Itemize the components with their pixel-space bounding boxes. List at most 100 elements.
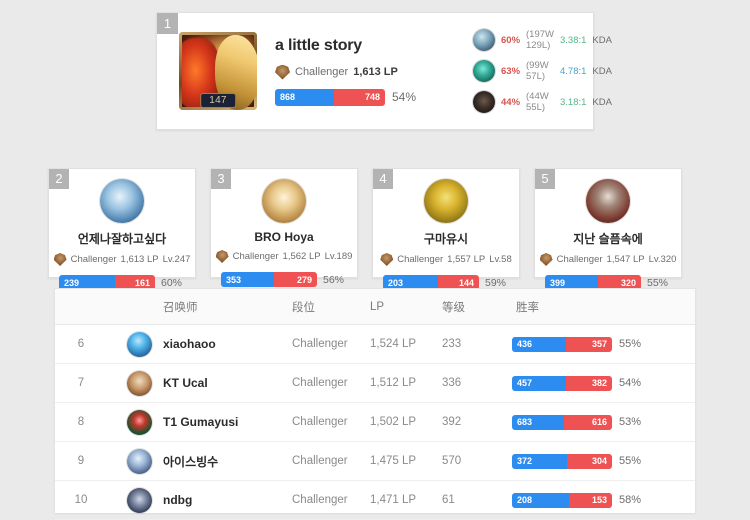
header-winrate[interactable]: 胜率	[516, 301, 539, 314]
table-row[interactable]: 10 ndbg Challenger 1,471 LP 61 208 153 5…	[55, 481, 695, 520]
rank-1-hero-card[interactable]: 1 147 a little story Challenger 1,613 LP…	[156, 12, 612, 130]
winloss-bar: 239 161	[59, 275, 155, 290]
champion-record: (44W 55L)	[526, 91, 549, 113]
summoner-name: T1 Gumayusi	[163, 415, 239, 429]
row-lp: 1,512 LP	[370, 377, 417, 389]
losses-segment: 161	[115, 275, 155, 290]
rank-badge: 3	[211, 169, 231, 189]
row-summoner[interactable]: ndbg	[107, 487, 292, 513]
lp-value: 1,557 LP	[447, 254, 486, 265]
summoner-name: ndbg	[163, 493, 193, 507]
tier-line: Challenger 1,613 LP	[275, 64, 445, 80]
champion-row[interactable]: 44% (44W 55L) 3.18:1 KDA	[473, 91, 612, 113]
level-value: Lv.58	[489, 254, 512, 265]
row-tier: Challenger	[292, 494, 348, 506]
champion-row[interactable]: 60% (197W 129L) 3.38:1 KDA	[473, 29, 612, 51]
row-winrate: 372 304 55%	[512, 453, 695, 469]
winrate-value: 54%	[392, 90, 417, 104]
avatar[interactable]	[262, 179, 306, 223]
winrate-value: 53%	[619, 416, 642, 428]
champion-row[interactable]: 63% (99W 57L) 4.78:1 KDA	[473, 60, 612, 82]
row-tier: Challenger	[292, 416, 348, 428]
tier-label: Challenger	[295, 66, 349, 78]
winloss-bar: 208 153	[512, 492, 612, 508]
avatar	[127, 370, 152, 396]
summoner-name[interactable]: 지난 슬픔속에	[573, 232, 643, 246]
tier-label: Challenger	[556, 254, 603, 265]
wins-segment: 457	[512, 375, 567, 391]
avatar[interactable]	[100, 179, 144, 223]
champion-record: (197W 129L)	[526, 29, 554, 51]
table-row[interactable]: 8 T1 Gumayusi Challenger 1,502 LP 392 68…	[55, 403, 695, 442]
champion-kda-label: KDA	[592, 65, 612, 77]
tier-line: Challenger 1,562 LP Lv.189	[211, 250, 357, 263]
avatar[interactable]	[586, 179, 630, 223]
rank-badge: 1	[157, 13, 178, 34]
winrate-value: 54%	[619, 377, 642, 389]
header-level[interactable]: 等级	[442, 301, 465, 314]
winloss-bar: 457 382	[512, 375, 612, 391]
level-value: Lv.320	[648, 254, 677, 265]
lp-value: 1,613 LP	[353, 66, 398, 78]
row-lp: 1,471 LP	[370, 494, 417, 506]
tier-label: Challenger	[397, 254, 444, 265]
row-summoner[interactable]: xiaohaoo	[107, 331, 292, 357]
row-lp: 1,475 LP	[370, 455, 417, 467]
wins-segment: 203	[383, 275, 439, 290]
winrate-value: 59%	[485, 276, 507, 289]
winloss-bar: 683 616	[512, 414, 612, 430]
winloss-bar: 868 748	[275, 88, 385, 106]
row-rank: 6	[77, 338, 85, 350]
row-winrate: 457 382 54%	[512, 375, 695, 391]
row-summoner[interactable]: T1 Gumayusi	[107, 409, 292, 435]
summoner-name[interactable]: 구마유시	[423, 232, 469, 246]
champion-winrate: 63%	[501, 65, 521, 77]
table-row[interactable]: 6 xiaohaoo Challenger 1,524 LP 233 436 3…	[55, 325, 695, 364]
header-lp[interactable]: LP	[370, 300, 385, 313]
rank-5-card[interactable]: 5 지난 슬픔속에 Challenger 1,547 LP Lv.320 399…	[534, 168, 682, 290]
challenger-emblem-icon	[275, 64, 290, 80]
summoner-portrait[interactable]: 147	[179, 32, 257, 110]
challenger-emblem-icon	[380, 253, 394, 266]
row-summoner[interactable]: KT Ucal	[107, 370, 292, 396]
wins-segment: 868	[275, 88, 334, 106]
champion-winrate: 44%	[501, 96, 521, 108]
rank-4-card[interactable]: 4 구마유시 Challenger 1,557 LP Lv.58 203 144…	[372, 168, 520, 290]
tier-line: Challenger 1,557 LP Lv.58	[373, 253, 519, 266]
challenger-emblem-icon	[539, 253, 553, 266]
rank-2-card[interactable]: 2 언제나잘하고싶다 Challenger 1,613 LP Lv.247 23…	[48, 168, 196, 290]
row-lp: 1,502 LP	[370, 416, 417, 428]
summoner-name[interactable]: a little story	[275, 36, 363, 54]
rank-3-card[interactable]: 3 BRO Hoya Challenger 1,562 LP Lv.189 35…	[210, 168, 358, 287]
table-row[interactable]: 9 아이스빙수 Challenger 1,475 LP 570 372 304 …	[55, 442, 695, 481]
avatar[interactable]	[424, 179, 468, 223]
summoner-name[interactable]: 언제나잘하고싶다	[77, 232, 167, 246]
avatar	[127, 448, 152, 474]
row-level: 233	[442, 338, 462, 350]
lp-value: 1,613 LP	[120, 254, 159, 265]
winloss-row: 239 161 60%	[59, 275, 185, 290]
wins-segment: 353	[221, 272, 275, 287]
champion-kda: 3.38:1	[560, 34, 587, 46]
top-ranks-card-row: 2 언제나잘하고싶다 Challenger 1,613 LP Lv.247 23…	[48, 168, 682, 290]
summoner-name: 아이스빙수	[163, 454, 219, 469]
champion-record: (99W 57L)	[526, 60, 549, 82]
header-summoner[interactable]: 召唤师	[163, 301, 198, 314]
wins-segment: 239	[59, 275, 116, 290]
row-winrate: 208 153 58%	[512, 492, 695, 508]
tier-label: Challenger	[70, 254, 117, 265]
losses-segment: 357	[566, 336, 612, 352]
champion-icon-2	[473, 60, 495, 82]
summoner-name[interactable]: BRO Hoya	[254, 230, 314, 244]
wins-segment: 683	[512, 414, 565, 430]
summoner-level-badge: 147	[200, 93, 236, 108]
champion-icon-3	[473, 91, 495, 113]
winloss-row: 868 748 54%	[275, 88, 445, 106]
row-summoner[interactable]: 아이스빙수	[107, 448, 292, 474]
champion-kda-label: KDA	[592, 34, 612, 46]
header-tier[interactable]: 段位	[292, 301, 315, 314]
lp-value: 1,562 LP	[282, 251, 321, 262]
table-row[interactable]: 7 KT Ucal Challenger 1,512 LP 336 457 38…	[55, 364, 695, 403]
champion-icon-1	[473, 29, 495, 51]
challenger-emblem-icon	[53, 253, 67, 266]
